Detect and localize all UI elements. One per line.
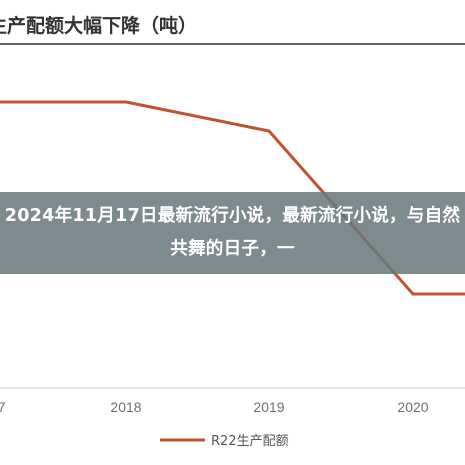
overlay-headline[interactable]: 2024年11月17日最新流行小说，最新流行小说，与自然共舞的日子，一 (4, 206, 461, 259)
chart-title: 生产配额大幅下降（吨） (0, 14, 197, 37)
overlay-banner: 2024年11月17日最新流行小说，最新流行小说，与自然共舞的日子，一 (0, 192, 465, 274)
x-tick-label-2018: 2018 (110, 399, 141, 415)
x-tick-label-2017: 2017 (0, 399, 6, 415)
x-axis-ticks: 2017 2018 2019 2020 (0, 399, 429, 415)
legend-label-r22: R22生产配额 (211, 434, 289, 449)
series-line-r22 (0, 100, 465, 296)
x-tick-label-2020: 2020 (397, 399, 428, 415)
x-tick-label-2019: 2019 (253, 399, 284, 415)
